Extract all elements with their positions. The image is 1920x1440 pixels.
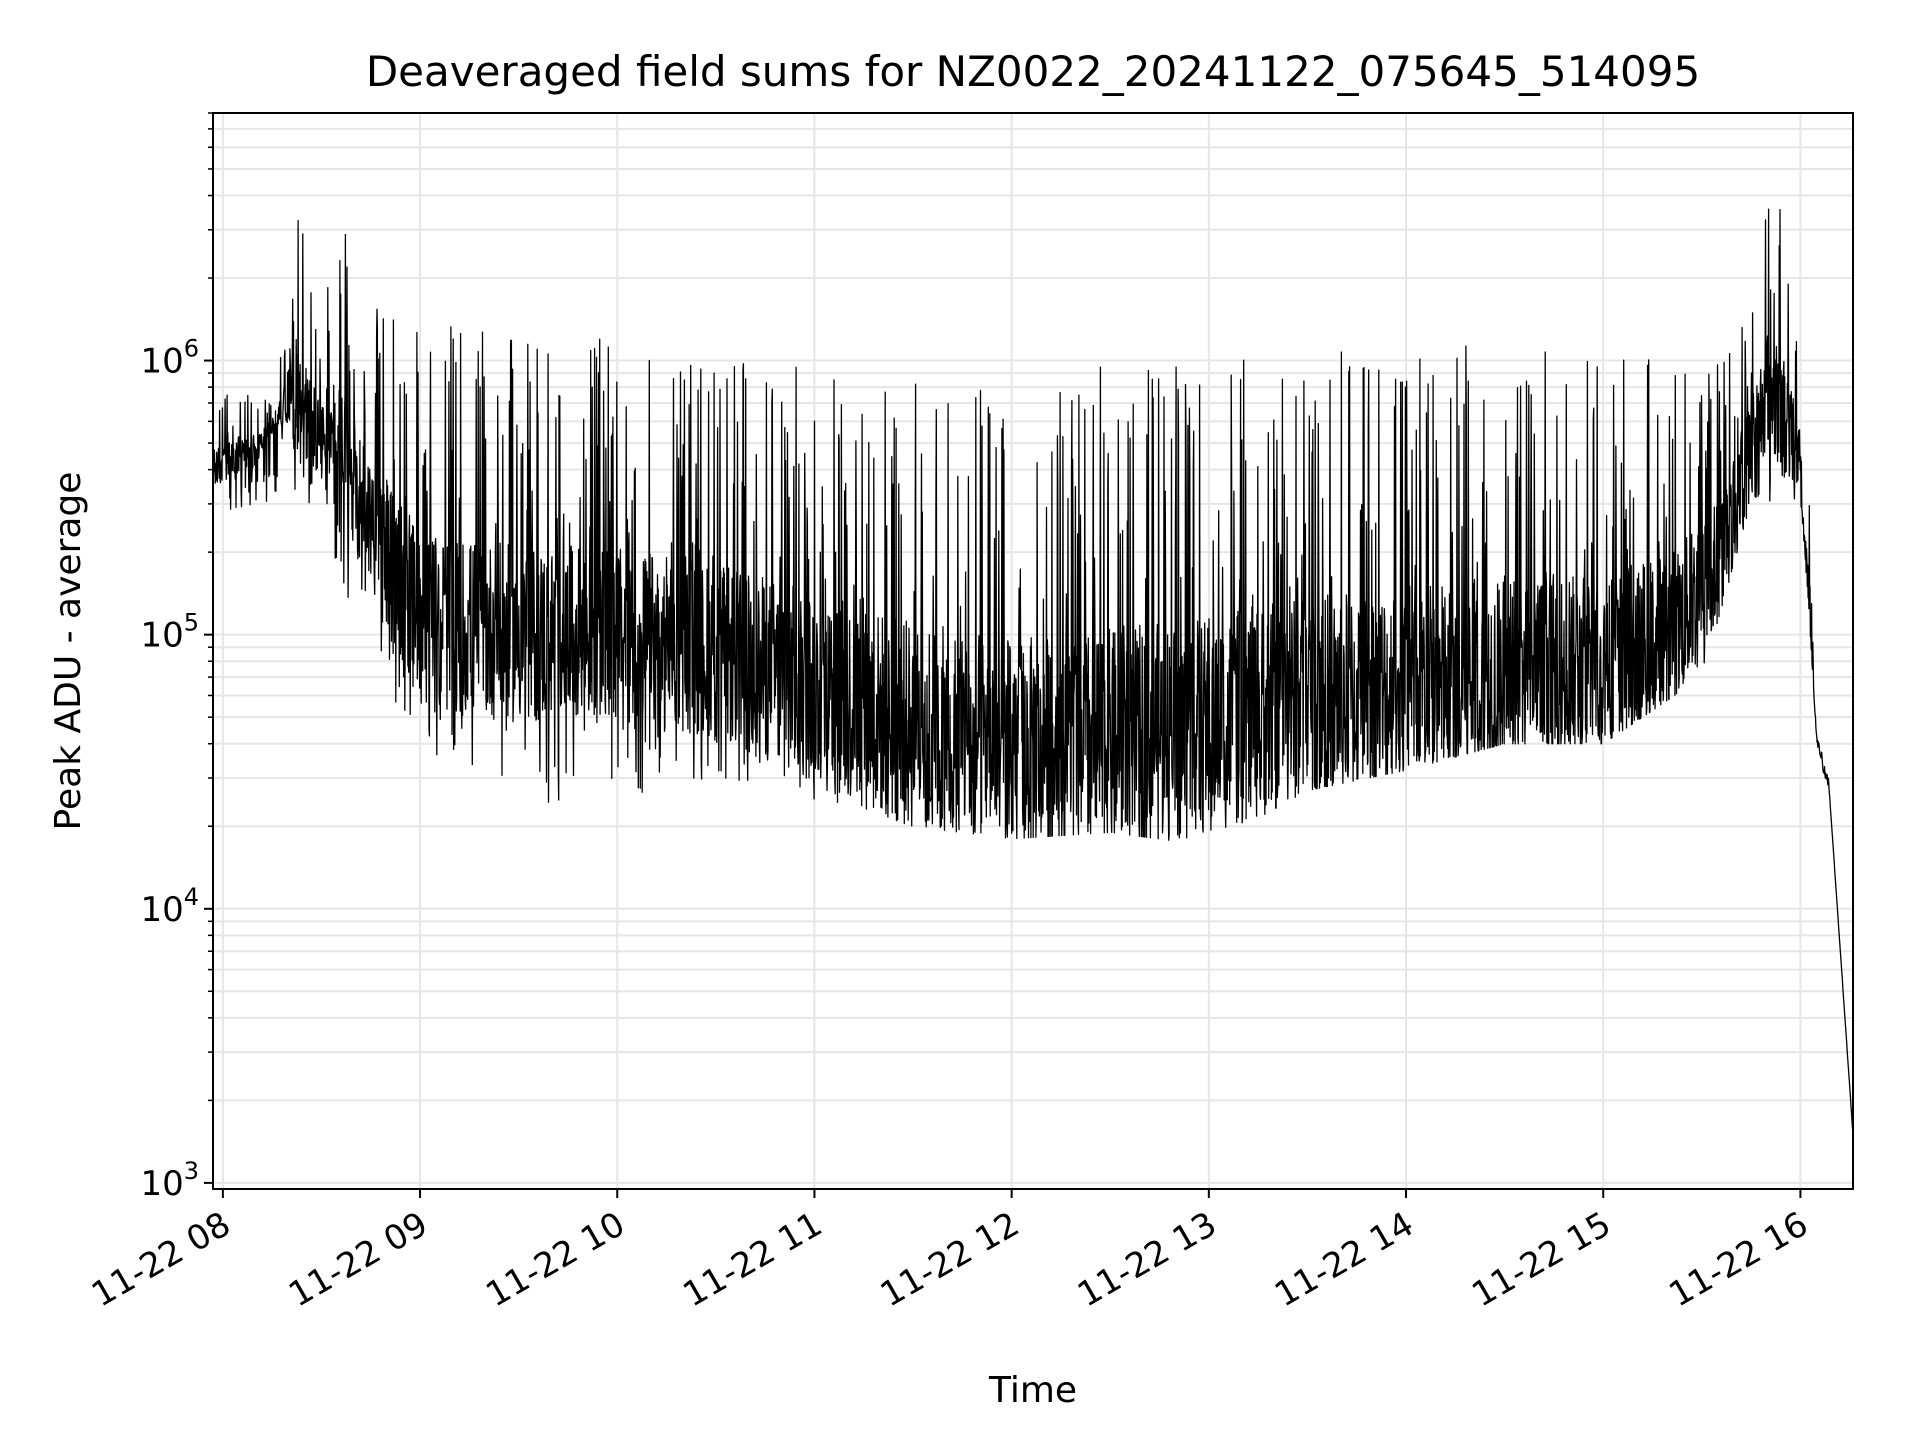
y-tick-label: 105 [140,609,199,656]
chart-title: Deaveraged field sums for NZ0022_2024112… [366,47,1700,96]
series-line [212,208,1854,1135]
x-tick-label: 11-22 16 [1663,1204,1815,1315]
x-tick-label: 11-22 08 [85,1204,237,1315]
x-tick-label: 11-22 09 [282,1204,434,1315]
x-tick-label: 11-22 14 [1268,1204,1420,1315]
x-axis-label: Time [988,1370,1077,1411]
y-tick-label: 103 [140,1157,199,1204]
y-tick-label: 106 [140,335,199,382]
x-tick-label: 11-22 11 [677,1204,829,1315]
plot-frame [212,112,1854,1190]
x-tick-label: 11-22 13 [1071,1204,1223,1315]
x-tick-label: 11-22 15 [1465,1204,1617,1315]
line-layer [212,208,1854,1135]
x-tick-label: 11-22 10 [479,1204,631,1315]
x-tick-label: 11-22 12 [874,1204,1026,1315]
y-tick-label: 104 [140,883,199,930]
y-axis-label: Peak ADU - average [48,472,89,831]
